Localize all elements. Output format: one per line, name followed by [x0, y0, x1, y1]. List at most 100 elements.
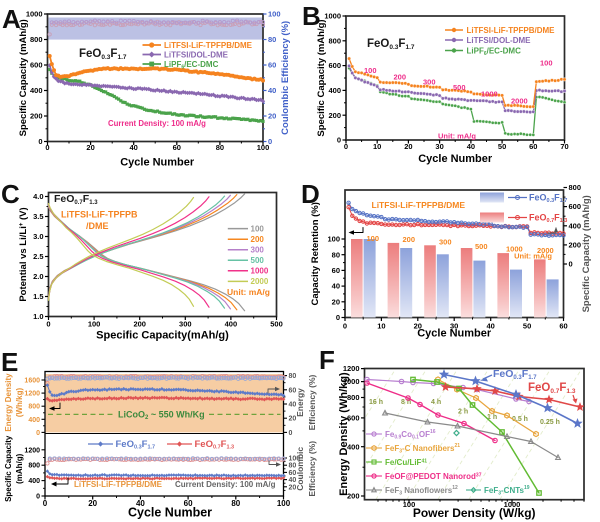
- svg-text:50: 50: [498, 142, 506, 151]
- svg-text:500: 500: [453, 83, 466, 92]
- svg-text:100: 100: [88, 320, 101, 329]
- svg-text:Fe0.9Co0.1OF16: Fe0.9Co0.1OF16: [385, 429, 436, 441]
- svg-text:800: 800: [347, 393, 360, 402]
- svg-text:Unit: mA/g: Unit: mA/g: [438, 132, 476, 141]
- svg-text:10: 10: [377, 322, 385, 331]
- svg-text:200: 200: [328, 111, 341, 120]
- svg-text:200: 200: [347, 492, 360, 501]
- svg-text:40: 40: [130, 143, 138, 152]
- svg-text:60: 60: [289, 387, 297, 394]
- svg-text:Efficiency (%): Efficiency (%): [307, 441, 317, 497]
- svg-text:20: 20: [332, 297, 340, 306]
- svg-text:0: 0: [46, 320, 50, 329]
- svg-text:80: 80: [332, 250, 340, 259]
- svg-text:Current Density: 100 mA/g: Current Density: 100 mA/g: [108, 119, 206, 128]
- svg-text:400: 400: [28, 417, 40, 424]
- svg-text:100: 100: [364, 66, 377, 75]
- svg-text:LiTFSI-LiF-TPFPB/DME: LiTFSI-LiF-TPFPB/DME: [164, 41, 253, 50]
- svg-text:1000: 1000: [481, 90, 498, 99]
- svg-text:40: 40: [289, 477, 297, 484]
- svg-text:20: 20: [289, 416, 297, 423]
- svg-text:Energy Density: Energy Density: [4, 373, 13, 432]
- svg-text:20: 20: [404, 142, 412, 151]
- svg-text:60: 60: [184, 499, 193, 508]
- svg-text:(Wh/kg): (Wh/kg): [15, 388, 24, 418]
- svg-text:LiTFSI-LiF-TPFPB: LiTFSI-LiF-TPFPB: [61, 210, 138, 220]
- svg-text:0: 0: [36, 430, 40, 437]
- svg-text:20: 20: [268, 112, 276, 121]
- svg-text:FeF3-C Nanofibers21: FeF3-C Nanofibers21: [385, 443, 460, 455]
- svg-text:B: B: [302, 1, 321, 31]
- svg-text:400: 400: [28, 478, 40, 485]
- svg-text:Cycle Number: Cycle Number: [128, 506, 212, 520]
- svg-text:F: F: [319, 345, 335, 375]
- svg-text:100: 100: [257, 143, 270, 152]
- svg-text:FeO0.7F1.3: FeO0.7F1.3: [529, 213, 567, 225]
- svg-text:40: 40: [467, 142, 475, 151]
- svg-text:400: 400: [347, 442, 360, 451]
- svg-text:400: 400: [569, 221, 582, 230]
- svg-text:300: 300: [251, 246, 265, 255]
- svg-text:60: 60: [559, 322, 567, 331]
- svg-text:500: 500: [270, 320, 283, 329]
- svg-text:0: 0: [336, 313, 340, 322]
- svg-text:800: 800: [30, 35, 43, 44]
- svg-text:2 h: 2 h: [458, 409, 468, 416]
- svg-text:100: 100: [251, 224, 265, 233]
- svg-text:2.5: 2.5: [33, 252, 43, 261]
- svg-text:1.0: 1.0: [33, 312, 43, 321]
- svg-text:800: 800: [28, 463, 40, 470]
- svg-text:800: 800: [569, 183, 582, 192]
- svg-text:2000: 2000: [537, 246, 554, 255]
- svg-text:40: 40: [136, 499, 145, 508]
- svg-text:FeO0.7F1.3: FeO0.7F1.3: [195, 439, 235, 451]
- svg-text:Fe/Cu/LiF41: Fe/Cu/LiF41: [385, 458, 427, 467]
- svg-text:(mAh/g): (mAh/g): [15, 453, 24, 484]
- svg-text:Cycle Number: Cycle Number: [417, 328, 492, 340]
- svg-text:Energy: Energy: [295, 388, 305, 417]
- svg-text:1 h: 1 h: [487, 414, 497, 421]
- svg-text:LiCoO2 ~ 550 Wh/Kg: LiCoO2 ~ 550 Wh/Kg: [118, 410, 205, 422]
- svg-text:LiTFSI-LiF-TPFPB/DME: LiTFSI-LiF-TPFPB/DME: [467, 26, 556, 35]
- svg-text:400: 400: [225, 320, 238, 329]
- svg-text:Specific Capacity (mAh/g): Specific Capacity (mAh/g): [581, 195, 592, 312]
- svg-text:16 h: 16 h: [369, 399, 383, 406]
- svg-text:0: 0: [38, 137, 42, 146]
- svg-text:Unit: mA/g: Unit: mA/g: [227, 287, 270, 297]
- svg-text:200: 200: [403, 235, 416, 244]
- svg-text:LiPF6/EC-DMC: LiPF6/EC-DMC: [164, 60, 219, 71]
- svg-text:FeO0.3F1.7: FeO0.3F1.7: [529, 193, 567, 205]
- svg-text:600: 600: [328, 61, 341, 70]
- svg-text:400: 400: [30, 86, 43, 95]
- svg-text:200: 200: [30, 112, 43, 121]
- svg-text:C: C: [1, 179, 20, 209]
- svg-text:Potential vs Li/Li+ (V): Potential vs Li/Li+ (V): [18, 207, 29, 301]
- svg-text:60: 60: [173, 143, 181, 152]
- svg-text:60: 60: [529, 142, 537, 151]
- svg-text:Coulombic Efficiency (%): Coulombic Efficiency (%): [280, 21, 291, 135]
- svg-text:LiTFSI/DOL-DME: LiTFSI/DOL-DME: [467, 36, 532, 45]
- svg-text:2000: 2000: [251, 277, 269, 286]
- svg-text:30: 30: [450, 322, 458, 331]
- svg-text:1600: 1600: [24, 378, 40, 385]
- svg-text:FeO0.3F1.7: FeO0.3F1.7: [79, 48, 127, 61]
- svg-text:/DME: /DME: [86, 221, 109, 231]
- svg-text:3.0: 3.0: [33, 232, 43, 241]
- svg-text:LiTFSI-LiF-TPFPB/DME: LiTFSI-LiF-TPFPB/DME: [74, 480, 163, 489]
- svg-text:2000: 2000: [511, 97, 528, 106]
- svg-text:LiPF6/EC-DMC: LiPF6/EC-DMC: [467, 46, 522, 57]
- svg-text:500: 500: [475, 242, 488, 251]
- svg-text:60: 60: [332, 266, 340, 275]
- svg-text:Specific Capacity: Specific Capacity: [4, 435, 13, 502]
- svg-text:100: 100: [403, 500, 416, 509]
- svg-text:70: 70: [560, 142, 568, 151]
- svg-text:30: 30: [435, 142, 443, 151]
- svg-text:600: 600: [569, 202, 582, 211]
- svg-text:2.0: 2.0: [33, 272, 43, 281]
- svg-text:0: 0: [43, 499, 48, 508]
- svg-text:1200: 1200: [343, 364, 360, 373]
- svg-text:D: D: [301, 179, 320, 209]
- svg-text:80: 80: [231, 499, 240, 508]
- svg-text:Capacity Retention (%): Capacity Retention (%): [310, 202, 321, 305]
- svg-text:200: 200: [133, 320, 146, 329]
